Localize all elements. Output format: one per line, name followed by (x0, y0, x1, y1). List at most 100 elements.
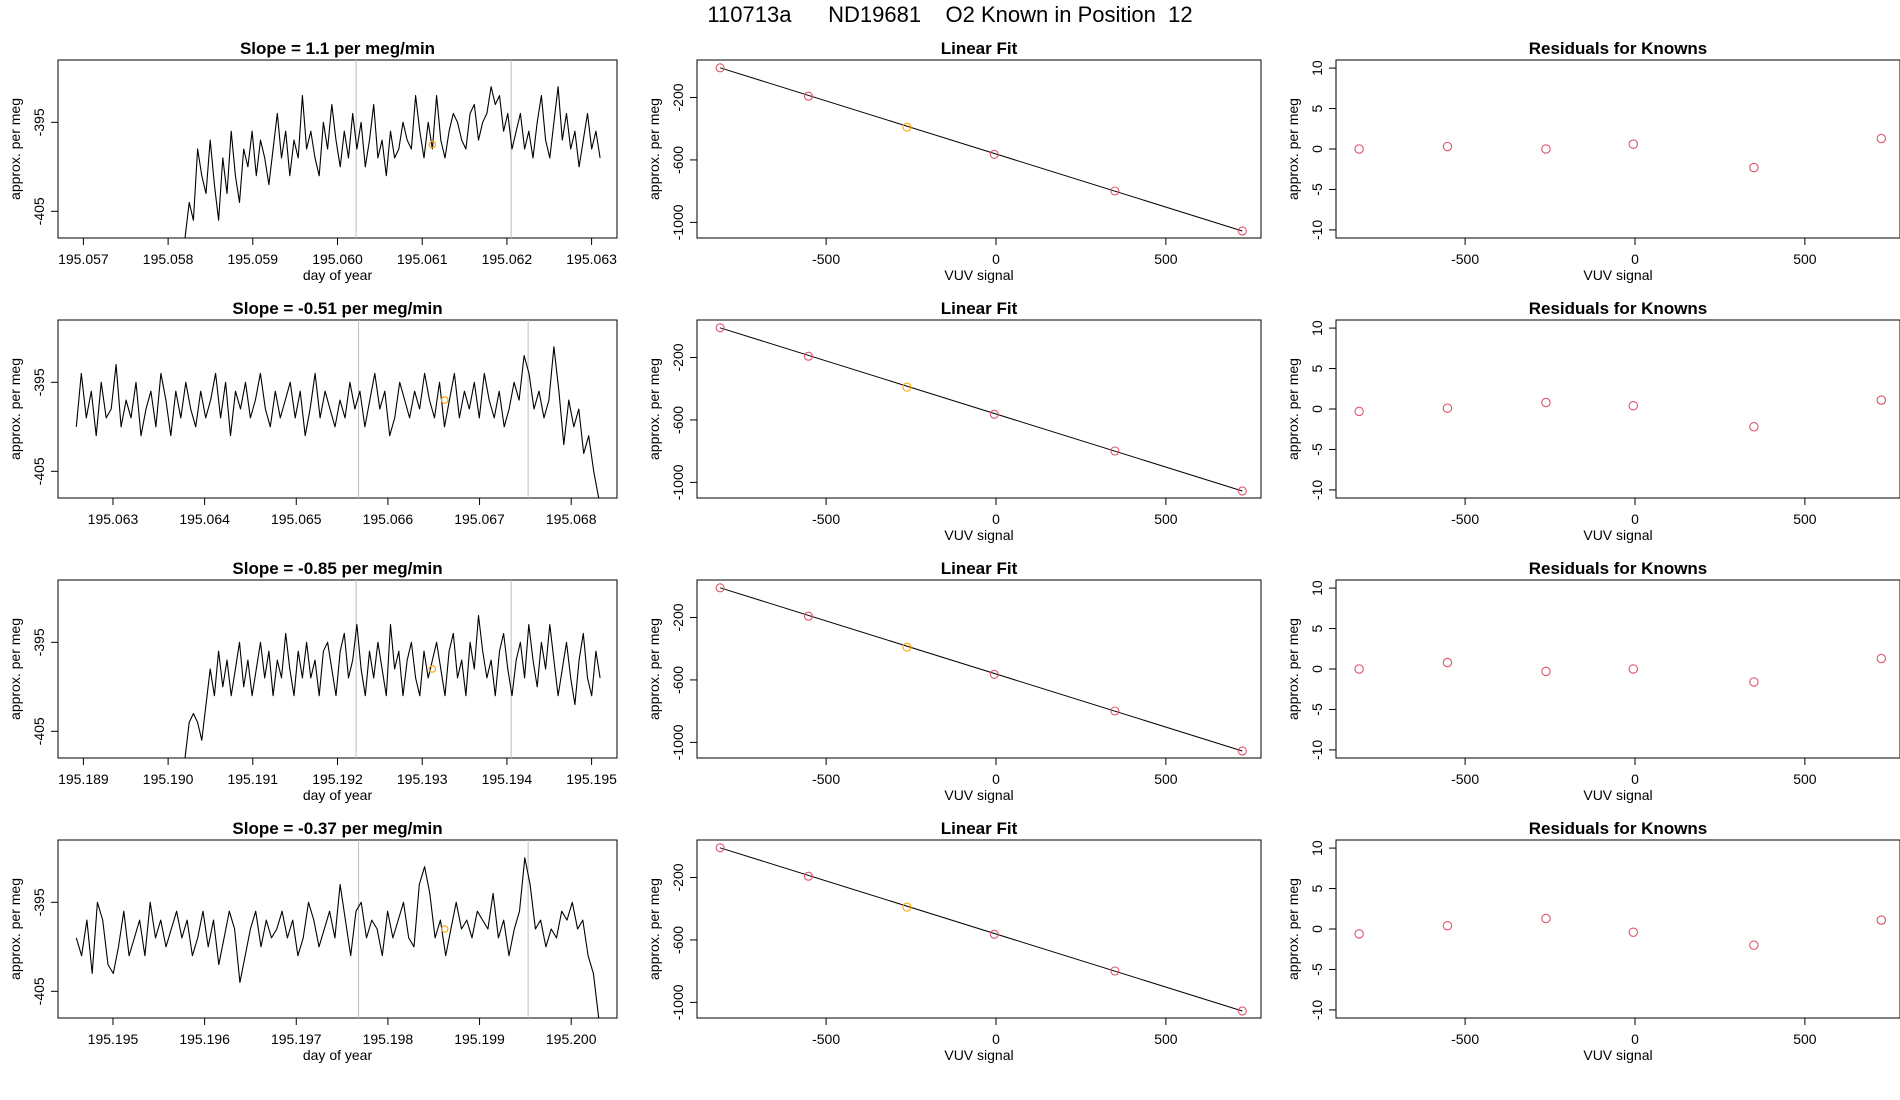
time-series-4-frame (57, 839, 618, 1019)
time-series-4-title: Slope = -0.37 per meg/min (232, 819, 442, 838)
residuals-4-point (1354, 929, 1364, 939)
linear-fit-4-point (989, 929, 999, 939)
time-series-2-title: Slope = -0.51 per meg/min (232, 299, 442, 318)
time-series-3-frame (57, 579, 618, 759)
residuals-3-x-tick-label: -500 (1451, 771, 1479, 787)
linear-fit-1-fit-line (719, 67, 1243, 232)
linear-fit-4-point (1110, 966, 1120, 976)
time-series-3-title: Slope = -0.85 per meg/min (232, 559, 442, 578)
time-series-3-known-point (428, 665, 437, 673)
linear-fit-2-title: Linear Fit (941, 299, 1018, 318)
residuals-3-point (1628, 664, 1639, 674)
time-series-1-y-tick-label: -405 (31, 197, 47, 225)
linear-fit-3-y-label: approx. per meg (646, 618, 662, 720)
linear-fit-1-point (715, 63, 725, 73)
linear-fit-3-point (1110, 706, 1120, 716)
linear-fit-4-x-label: VUV signal (944, 1047, 1013, 1063)
linear-fit-4-y-tick-label: -200 (670, 863, 686, 891)
residuals-1-point (1628, 139, 1639, 149)
residuals-3-x-tick-label: 500 (1793, 771, 1817, 787)
residuals-2-point (1442, 403, 1453, 413)
linear-fit-2-point (715, 323, 725, 333)
residuals-3-point (1354, 664, 1364, 674)
time-series-4-x-tick-label: 195.197 (271, 1031, 322, 1047)
linear-fit-2-point (1110, 446, 1120, 456)
linear-fit-1-point (803, 91, 813, 101)
time-series-4-y-label: approx. per meg (7, 878, 23, 980)
residuals-1-point (1749, 162, 1759, 173)
residuals-4-point (1749, 940, 1759, 950)
time-series-4-x-label: day of year (303, 1047, 373, 1063)
residuals-2-x-tick-label: 500 (1793, 511, 1817, 527)
linear-fit-2-point (803, 351, 813, 361)
residuals-2-y-tick-label: -5 (1309, 443, 1325, 456)
linear-fit-4-x-tick-label: 0 (992, 1031, 1000, 1047)
linear-fit-1-x-label: VUV signal (944, 267, 1013, 283)
residuals-4-y-label: approx. per meg (1285, 878, 1301, 980)
time-series-4-known-point (440, 925, 449, 933)
linear-fit-4-x-tick-label: -500 (812, 1031, 840, 1047)
time-series-1-x-tick-label: 195.063 (566, 251, 617, 267)
linear-fit-4-point (1237, 1006, 1247, 1016)
time-series-1-y-tick-label: -395 (31, 108, 47, 136)
residuals-1-y-tick-label: -5 (1309, 183, 1325, 196)
time-series-3-x-tick-label: 195.191 (227, 771, 278, 787)
linear-fit-4-point (902, 902, 912, 912)
residuals-4-point (1628, 927, 1639, 937)
time-series-1-x-tick-label: 195.058 (143, 251, 194, 267)
time-series-4-y-tick-label: -405 (31, 977, 47, 1005)
time-series-3-x-tick-label: 195.195 (566, 771, 617, 787)
time-series-2-y-tick-label: -395 (31, 368, 47, 396)
residuals-4-y-tick-label: 5 (1309, 884, 1325, 892)
linear-fit-3-x-tick-label: -500 (812, 771, 840, 787)
linear-fit-1-x-tick-label: -500 (812, 251, 840, 267)
time-series-2-y-label: approx. per meg (7, 358, 23, 460)
residuals-4-x-tick-label: -500 (1451, 1031, 1479, 1047)
residuals-3-point (1876, 653, 1887, 664)
residuals-1-point (1354, 144, 1364, 154)
linear-fit-4-y-tick-label: -1000 (670, 984, 686, 1020)
time-series-4-x-tick-label: 195.199 (454, 1031, 505, 1047)
linear-fit-1-y-label: approx. per meg (646, 98, 662, 200)
linear-fit-2-x-label: VUV signal (944, 527, 1013, 543)
time-series-2-x-tick-label: 195.068 (546, 511, 597, 527)
linear-fit-2-fit-line (719, 327, 1243, 492)
residuals-2-point (1541, 397, 1551, 408)
residuals-1-y-tick-label: 5 (1309, 104, 1325, 112)
time-series-1-x-tick-label: 195.059 (227, 251, 278, 267)
residuals-3-y-tick-label: 10 (1309, 580, 1325, 596)
residuals-1-x-tick-label: 0 (1631, 251, 1639, 267)
residuals-2-x-tick-label: 0 (1631, 511, 1639, 527)
linear-fit-2-x-tick-label: 0 (992, 511, 1000, 527)
linear-fit-1-x-tick-label: 0 (992, 251, 1000, 267)
time-series-3-x-tick-label: 195.189 (58, 771, 109, 787)
time-series-4-x-tick-label: 195.198 (363, 1031, 414, 1047)
residuals-3-y-label: approx. per meg (1285, 618, 1301, 720)
residuals-4-point (1442, 921, 1453, 931)
residuals-4-y-tick-label: 0 (1309, 925, 1325, 933)
time-series-3-x-tick-label: 195.193 (397, 771, 448, 787)
time-series-3-y-tick-label: -395 (31, 628, 47, 656)
time-series-4-x-tick-label: 195.195 (88, 1031, 139, 1047)
linear-fit-3-y-tick-label: -200 (670, 603, 686, 631)
residuals-1-title: Residuals for Knowns (1529, 39, 1708, 58)
residuals-3-x-tick-label: 0 (1631, 771, 1639, 787)
linear-fit-1-title: Linear Fit (941, 39, 1018, 58)
linear-fit-3-point (1237, 746, 1247, 756)
time-series-3-x-tick-label: 195.190 (143, 771, 194, 787)
time-series-3-series-line (184, 615, 601, 759)
residuals-3-y-tick-label: -5 (1309, 703, 1325, 716)
residuals-1-point (1442, 141, 1453, 152)
time-series-3-x-label: day of year (303, 787, 373, 803)
residuals-2-y-tick-label: -10 (1309, 480, 1325, 500)
time-series-2-series-line (75, 346, 600, 499)
residuals-4-x-tick-label: 500 (1793, 1031, 1817, 1047)
time-series-2-frame (57, 319, 618, 499)
residuals-4-point (1876, 915, 1887, 925)
time-series-1-x-tick-label: 195.061 (397, 251, 448, 267)
linear-fit-4-fit-line (719, 847, 1243, 1012)
linear-fit-4-title: Linear Fit (941, 819, 1018, 838)
linear-fit-3-y-tick-label: -1000 (670, 724, 686, 760)
residuals-2-y-tick-label: 0 (1309, 405, 1325, 413)
time-series-1-x-tick-label: 195.062 (482, 251, 533, 267)
